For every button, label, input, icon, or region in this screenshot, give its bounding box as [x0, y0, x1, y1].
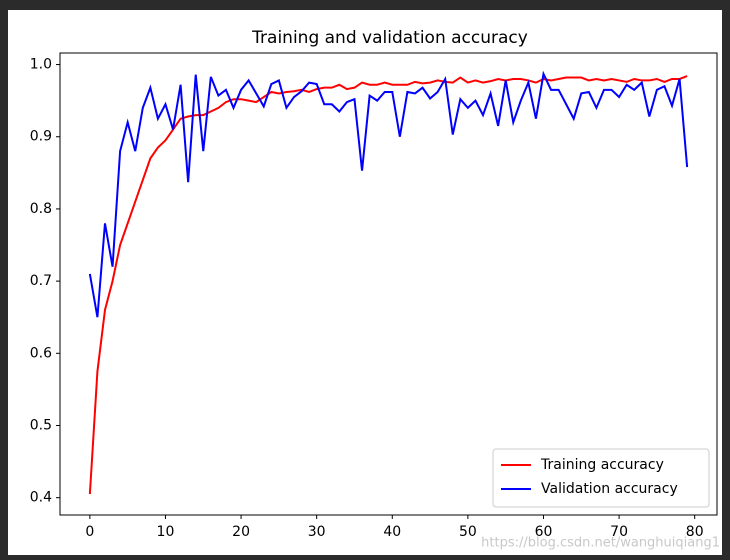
y-tick-label: 0.9	[30, 129, 52, 145]
legend-box	[492, 448, 710, 508]
line-series	[88, 70, 689, 318]
x-tick-label: 50	[459, 524, 477, 540]
legend-label: Training accuracy	[540, 457, 664, 473]
plot-frame	[59, 52, 718, 516]
watermark: https://blog.csdn.net/wanghuiqiang1	[481, 536, 720, 551]
y-tick-label: 0.8	[30, 201, 52, 217]
legend-label: Validation accuracy	[541, 481, 678, 497]
x-tick-label: 10	[157, 524, 175, 540]
y-tick-label: 0.6	[30, 345, 52, 361]
line-series	[88, 75, 688, 495]
x-tick-label: 30	[308, 524, 326, 540]
x-tick-label: 20	[232, 524, 250, 540]
y-tick-label: 0.4	[30, 490, 52, 506]
x-tick-label: 0	[85, 524, 94, 540]
chart-title: Training and validation accuracy	[251, 28, 528, 48]
x-tick-label: 40	[383, 524, 401, 540]
x-tick-label: 80	[686, 524, 704, 540]
y-tick-label: 1.0	[30, 57, 52, 73]
y-tick-label: 0.7	[30, 273, 52, 289]
y-tick-label: 0.5	[30, 417, 52, 433]
x-tick-label: 70	[610, 524, 628, 540]
x-tick-label: 60	[535, 524, 553, 540]
